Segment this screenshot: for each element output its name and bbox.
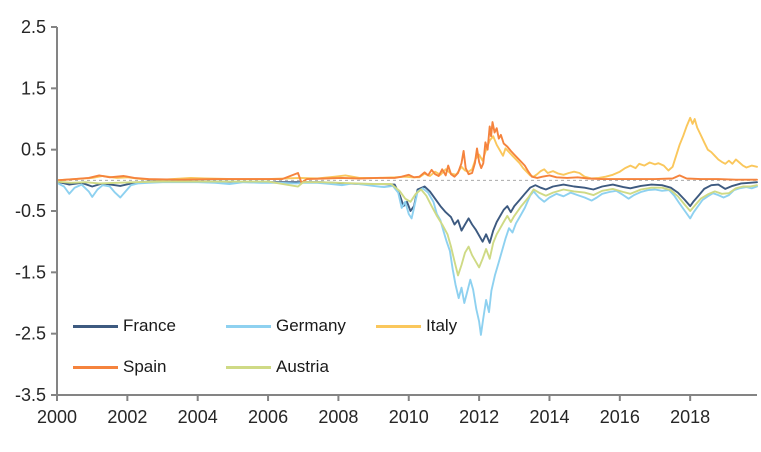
y-tick-label: 0.5	[21, 140, 46, 160]
series-line-spain	[56, 121, 758, 184]
y-tick-label: -1.5	[15, 262, 46, 282]
x-tick-label: 2010	[389, 407, 429, 427]
legend-swatch-germany	[226, 324, 271, 328]
y-tick-label: -2.5	[15, 324, 46, 344]
y-tick-label: 1.5	[21, 78, 46, 98]
series-line-germany	[56, 181, 758, 336]
legend-label-spain: Spain	[123, 357, 167, 376]
legend-item-spain: Spain	[73, 354, 226, 380]
y-tick-label: 2.5	[21, 17, 46, 37]
x-tick-label: 2004	[178, 407, 218, 427]
legend-label-france: France	[123, 316, 176, 335]
legend: France Germany Italy Spain Austria	[73, 313, 516, 380]
y-tick-label: -0.5	[15, 201, 46, 221]
legend-swatch-france	[73, 324, 118, 328]
legend-swatch-spain	[73, 365, 118, 369]
x-tick-label: 2012	[459, 407, 499, 427]
legend-swatch-austria	[226, 365, 271, 369]
legend-item-austria: Austria	[226, 354, 376, 380]
x-tick-label: 2006	[248, 407, 288, 427]
legend-label-germany: Germany	[276, 316, 346, 335]
series-line-france	[56, 180, 758, 244]
series-line-austria	[56, 180, 758, 277]
legend-item-germany: Germany	[226, 313, 376, 339]
legend-item-italy: Italy	[376, 313, 516, 339]
legend-swatch-italy	[376, 324, 421, 328]
legend-label-italy: Italy	[426, 316, 458, 335]
x-tick-label: 2008	[318, 407, 358, 427]
x-tick-label: 2018	[670, 407, 710, 427]
legend-item-france: France	[73, 313, 226, 339]
x-tick-label: 2014	[529, 407, 569, 427]
x-tick-label: 2000	[37, 407, 77, 427]
series-line-italy	[56, 116, 758, 182]
x-tick-label: 2002	[107, 407, 147, 427]
x-tick-label: 2016	[600, 407, 640, 427]
legend-label-austria: Austria	[276, 357, 329, 376]
y-tick-label: -3.5	[15, 385, 46, 405]
